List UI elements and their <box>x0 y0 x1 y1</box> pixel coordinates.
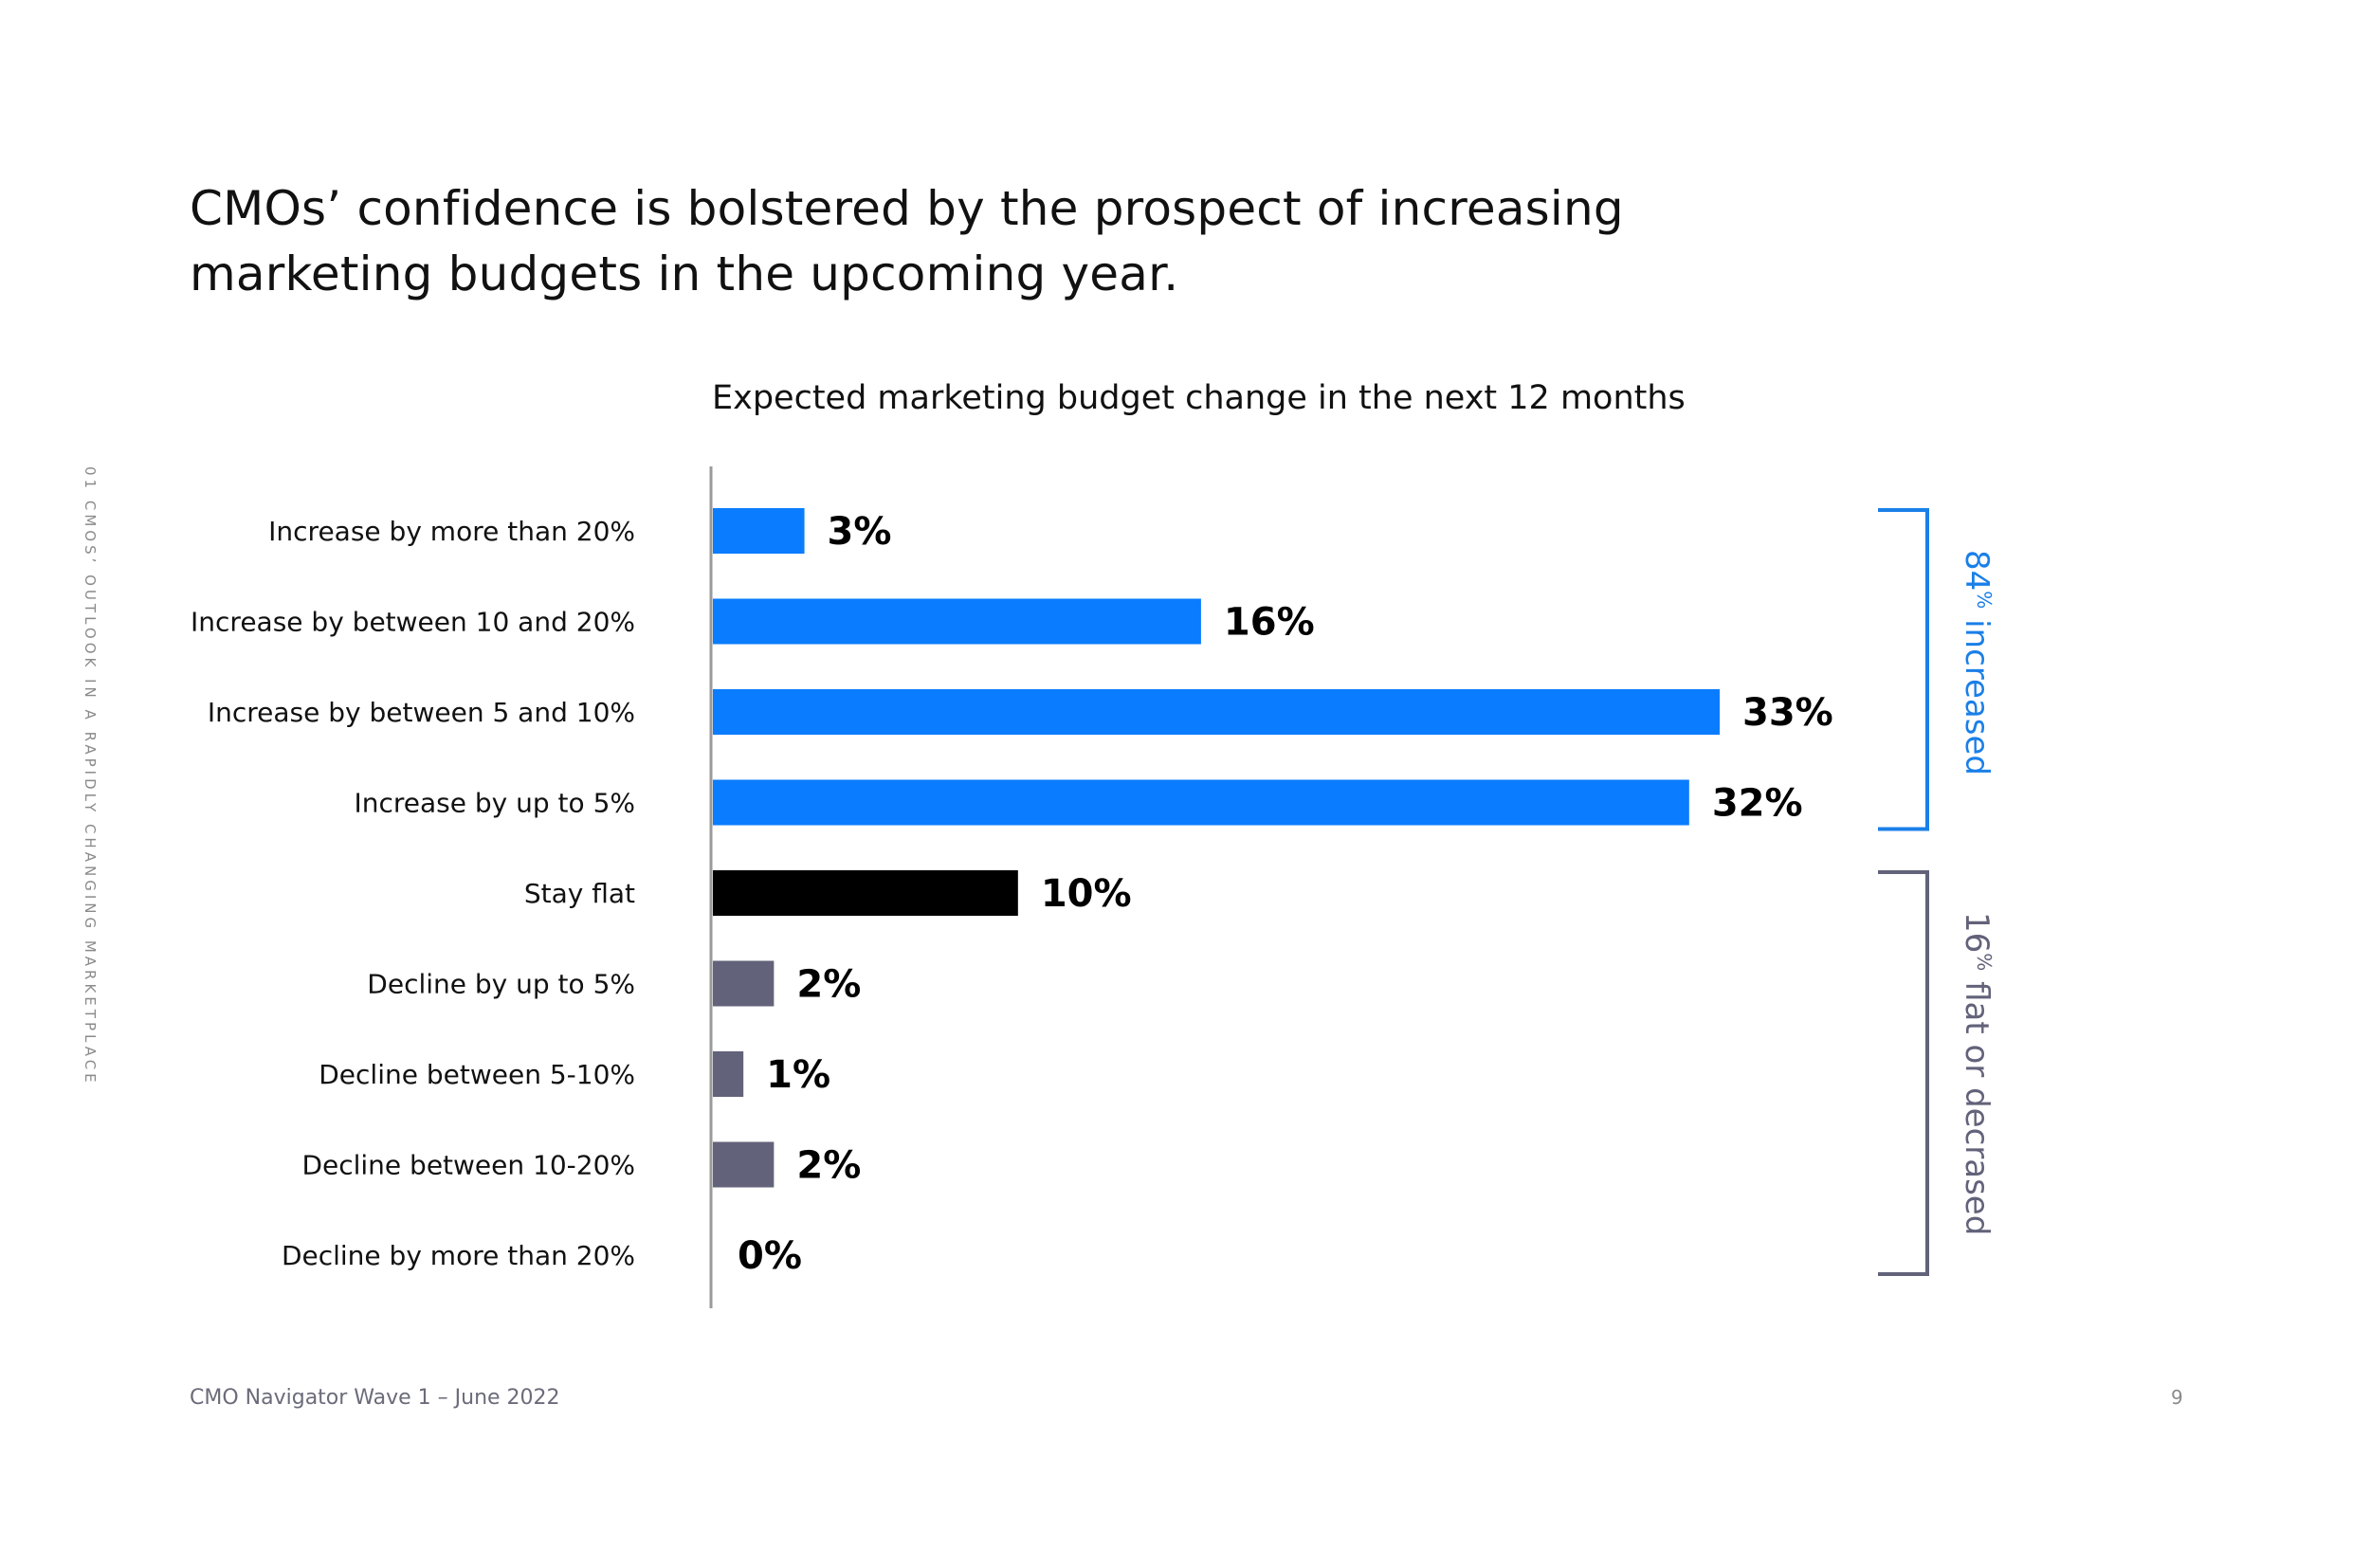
bracket-value: 16 <box>1958 912 1996 953</box>
data-label: 0% <box>738 1234 802 1278</box>
bar <box>713 870 1018 916</box>
category-label: Increase by between 10 and 20% <box>191 607 635 638</box>
data-label: 1% <box>766 1053 830 1097</box>
data-label: 3% <box>828 510 892 554</box>
bracket-line <box>1878 508 1929 831</box>
bar <box>713 1051 744 1097</box>
data-label: 16% <box>1224 601 1315 645</box>
bar <box>713 598 1201 645</box>
bracket-label: 16% flat or decrased <box>1958 912 1996 1235</box>
bar <box>713 1141 775 1188</box>
category-label: Decline by up to 5% <box>367 969 635 1000</box>
chart-title: Expected marketing budget change in the … <box>712 379 1686 417</box>
category-label: Increase by more than 20% <box>268 516 635 547</box>
bracket-value: 84 <box>1958 550 1996 591</box>
footer-source: CMO Navigator Wave 1 – June 2022 <box>190 1386 560 1410</box>
data-label: 2% <box>796 1144 861 1188</box>
data-label: 10% <box>1041 872 1132 916</box>
data-label: 32% <box>1712 782 1803 826</box>
bar <box>713 779 1689 826</box>
category-label: Stay flat <box>524 878 635 909</box>
bracket-label: 84% increased <box>1958 550 1996 775</box>
category-label: Decline between 5-10% <box>319 1059 635 1090</box>
bar <box>713 689 1720 735</box>
bracket-unit: % <box>1973 591 1996 609</box>
bar <box>713 960 775 1007</box>
category-label: Decline by more than 20% <box>282 1240 635 1271</box>
data-label: 33% <box>1742 691 1833 735</box>
page-number: 9 <box>2171 1386 2183 1409</box>
page-title: CMOs’ confidence is bolstered by the pro… <box>190 181 1624 301</box>
bracket-text: increased <box>1958 609 1996 775</box>
bracket-unit: % <box>1973 953 1996 971</box>
bar <box>713 508 805 554</box>
category-label: Increase by up to 5% <box>355 788 636 819</box>
data-label: 2% <box>796 963 861 1007</box>
bracket-line <box>1878 870 1929 1276</box>
bracket-text: flat or decrased <box>1958 971 1996 1235</box>
category-label: Increase by between 5 and 10% <box>208 697 635 728</box>
category-label: Decline between 10-20% <box>301 1150 635 1181</box>
